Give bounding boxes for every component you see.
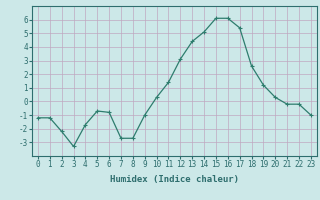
X-axis label: Humidex (Indice chaleur): Humidex (Indice chaleur): [110, 175, 239, 184]
